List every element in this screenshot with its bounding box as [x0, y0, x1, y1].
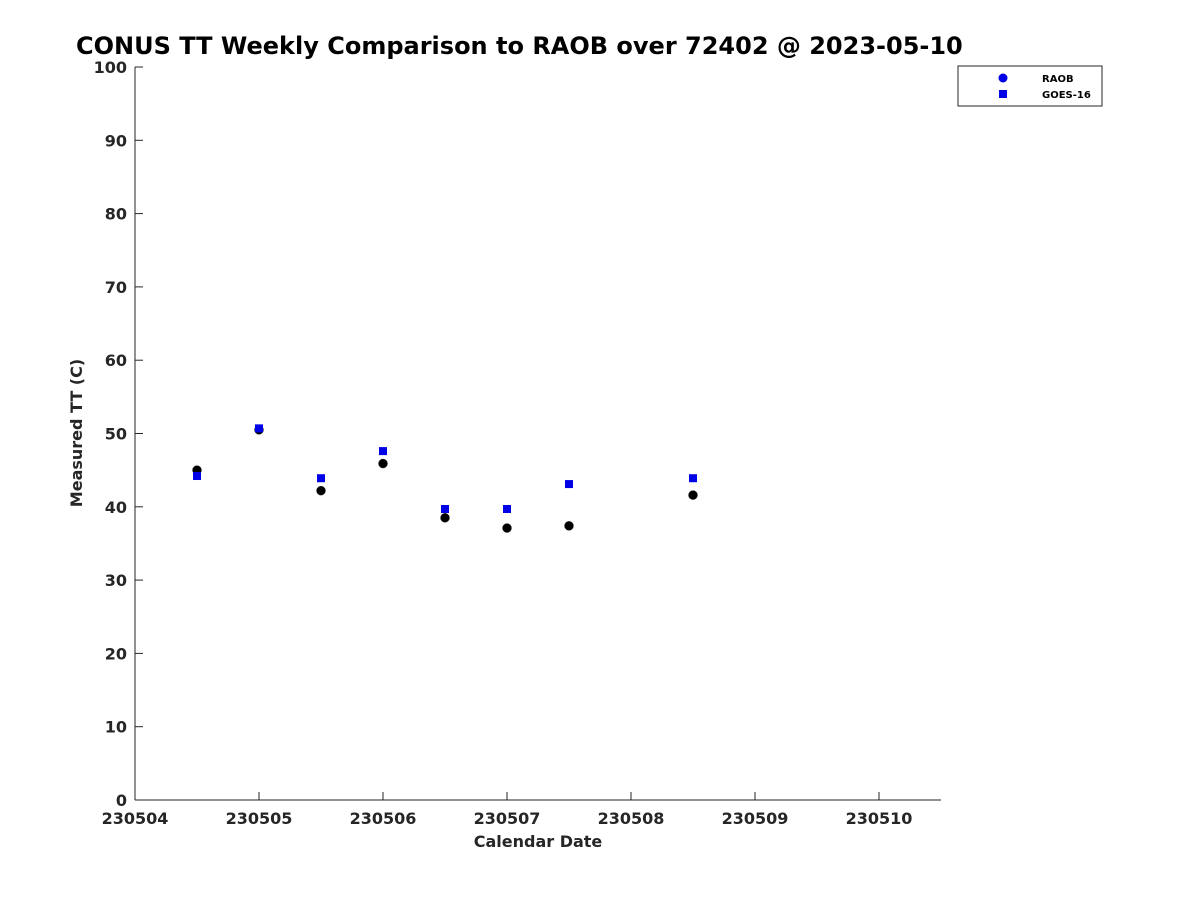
y-tick-label: 60: [105, 351, 127, 370]
x-tick-label: 230508: [598, 809, 665, 828]
point-goes-16: [317, 474, 325, 483]
x-axis-label: Calendar Date: [474, 832, 603, 851]
x-tick-label: 230510: [846, 809, 913, 828]
plot-area: [134, 67, 941, 801]
point-raob: [564, 521, 574, 531]
point-raob: [316, 485, 326, 496]
point-goes-16: [441, 504, 449, 513]
point-goes-16: [193, 472, 201, 481]
point-goes-16: [503, 504, 511, 513]
y-tick-label: 80: [105, 205, 127, 224]
legend-label-raob: RAOB: [1042, 74, 1074, 85]
y-tick-label: 0: [116, 791, 127, 810]
legend-marker-goes-16: [999, 90, 1007, 98]
x-tick-label: 230504: [102, 809, 169, 828]
point-raob: [440, 513, 450, 523]
y-tick-label: 20: [105, 644, 127, 663]
legend: RAOB GOES-16: [957, 65, 1103, 107]
y-tick-label: 70: [105, 278, 127, 297]
legend-box: [957, 65, 1103, 107]
x-tick-label: 230506: [350, 809, 417, 828]
point-raob: [502, 523, 512, 533]
data-points: [192, 424, 698, 533]
point-raob: [378, 458, 388, 469]
point-goes-16: [689, 474, 697, 483]
y-tick-label: 10: [105, 718, 127, 737]
y-tick-label: 90: [105, 131, 127, 150]
point-goes-16: [255, 424, 263, 433]
legend-label-goes-16: GOES-16: [1042, 90, 1091, 101]
point-goes-16: [565, 480, 573, 489]
y-tick-label: 100: [94, 58, 127, 77]
y-tick-label: 30: [105, 571, 127, 590]
chart-title: CONUS TT Weekly Comparison to RAOB over …: [76, 32, 963, 60]
point-goes-16: [379, 447, 387, 456]
legend-marker-raob: [998, 73, 1008, 83]
x-tick-label: 230507: [474, 809, 541, 828]
point-raob: [688, 490, 698, 500]
x-axis: 230504 230505 230506 230507 230508 230509 2305…: [102, 792, 913, 828]
y-axis-label: Measured TT (C): [67, 359, 86, 507]
y-axis: 0 10 20 30 40 50 60 70 80 90 100: [94, 58, 143, 810]
x-tick-label: 230509: [722, 809, 789, 828]
y-tick-label: 50: [105, 425, 127, 444]
x-tick-label: 230505: [226, 809, 293, 828]
y-tick-label: 40: [105, 498, 127, 517]
